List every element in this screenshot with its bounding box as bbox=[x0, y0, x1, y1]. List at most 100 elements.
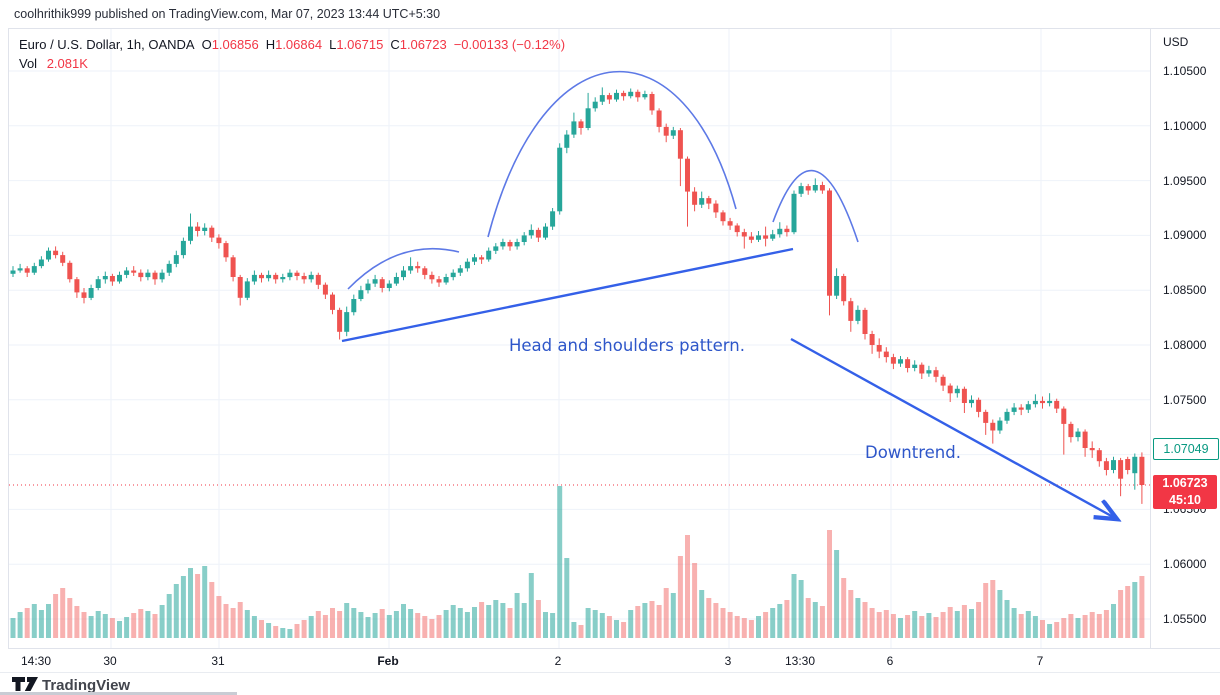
candle-body bbox=[408, 266, 414, 271]
candle-body bbox=[81, 292, 87, 298]
candle-body bbox=[784, 228, 790, 233]
candle-body bbox=[614, 92, 619, 100]
candle-body bbox=[1004, 411, 1010, 421]
volume-bar bbox=[763, 612, 769, 638]
volume-bar bbox=[1032, 616, 1038, 638]
candle-body bbox=[606, 95, 612, 100]
candle-body bbox=[46, 250, 51, 260]
candle-body bbox=[138, 272, 144, 278]
volume-bar bbox=[486, 605, 492, 638]
candle-body bbox=[621, 92, 627, 97]
candle-body bbox=[457, 268, 463, 273]
volume-bar bbox=[692, 563, 698, 638]
volume-bar bbox=[933, 617, 939, 638]
left-shoulder-arc[interactable] bbox=[347, 247, 460, 290]
candle-body bbox=[976, 399, 982, 412]
candle-body bbox=[145, 272, 151, 278]
volume-bar bbox=[727, 612, 733, 638]
candle-body bbox=[24, 268, 30, 273]
ohlc-value: 1.06856 bbox=[211, 37, 259, 52]
candle-body bbox=[131, 270, 137, 273]
head-arc[interactable] bbox=[487, 71, 737, 238]
candle-series bbox=[10, 87, 1145, 504]
neckline-trendline[interactable] bbox=[341, 247, 794, 343]
annotation-head-shoulders-text[interactable]: Head and shoulders pattern. bbox=[509, 336, 745, 355]
volume-bar bbox=[230, 608, 236, 638]
candle-body bbox=[152, 272, 158, 280]
volume-bar bbox=[883, 610, 889, 638]
time-tick-label: 14:30 bbox=[20, 654, 52, 668]
volume-bar bbox=[1004, 600, 1010, 638]
candle-body bbox=[202, 227, 208, 231]
candle-body bbox=[429, 274, 435, 280]
candle-body bbox=[173, 255, 179, 264]
volume-bar bbox=[17, 612, 23, 638]
candle-body bbox=[685, 158, 690, 192]
candle-body bbox=[379, 279, 385, 288]
volume-bar bbox=[649, 601, 655, 638]
candle-body bbox=[195, 226, 201, 231]
bar-countdown: 45:10 bbox=[1169, 492, 1201, 507]
attribution-text: coolhrithik999 published on TradingView.… bbox=[14, 7, 441, 21]
candle-body bbox=[223, 243, 229, 258]
right-shoulder-arc[interactable] bbox=[772, 169, 859, 243]
candle-body bbox=[1089, 448, 1095, 451]
volume-bar bbox=[280, 628, 286, 638]
volume-bar bbox=[819, 606, 825, 638]
candle-body bbox=[514, 242, 520, 247]
candle-body bbox=[386, 283, 392, 288]
candle-body bbox=[216, 237, 222, 244]
volume-bar bbox=[954, 611, 960, 638]
price-tick-label: 1.07500 bbox=[1163, 392, 1207, 407]
volume-bar bbox=[31, 604, 37, 638]
candle-body bbox=[919, 364, 925, 374]
candle-body bbox=[450, 272, 456, 278]
candle-body bbox=[798, 186, 804, 194]
volume-bar bbox=[720, 608, 726, 638]
price-axis[interactable]: USD 1.10500 1.10000 1.09500 1.09000 1.08500 1… bbox=[1150, 28, 1220, 649]
candle-body bbox=[1096, 450, 1102, 462]
candle-body bbox=[102, 276, 108, 280]
annotation-downtrend-text[interactable]: Downtrend. bbox=[865, 443, 961, 462]
candle-body bbox=[1025, 404, 1031, 410]
candle-body bbox=[166, 263, 172, 273]
candle-body bbox=[940, 376, 946, 386]
chart-pane[interactable]: Euro / U.S. Dollar, 1h, OANDA O1.06856 H1.… bbox=[8, 28, 1151, 649]
downtrend-arrow[interactable] bbox=[790, 337, 1115, 518]
candle-body bbox=[656, 110, 662, 127]
candle-body bbox=[954, 388, 960, 394]
drawing-annotations[interactable] bbox=[341, 71, 1115, 518]
volume-bar bbox=[408, 609, 414, 638]
footer-brand-text[interactable]: TradingView bbox=[42, 677, 131, 694]
time-axis[interactable]: 14:30 30 31 Feb 2 3 13:30 6 7 bbox=[8, 648, 1220, 673]
volume-bar bbox=[550, 613, 556, 638]
candle-body bbox=[109, 276, 115, 282]
volume-bar bbox=[1061, 618, 1067, 638]
volume-bar bbox=[585, 608, 591, 638]
price-tick-label: 1.06000 bbox=[1163, 557, 1207, 572]
counter-price-badge: 1.07049 bbox=[1153, 438, 1219, 461]
candle-body bbox=[585, 108, 591, 128]
volume-bar bbox=[436, 615, 442, 638]
candle-body bbox=[259, 274, 264, 279]
candle-body bbox=[1040, 400, 1045, 404]
candle-body bbox=[770, 234, 776, 239]
candlestick-chart[interactable] bbox=[9, 29, 1151, 649]
candle-body bbox=[535, 229, 541, 238]
tradingview-logo-icon[interactable] bbox=[12, 677, 40, 692]
volume-bar bbox=[535, 600, 541, 638]
volume-bar bbox=[514, 593, 520, 638]
candle-body bbox=[1061, 408, 1067, 424]
candle-body bbox=[486, 250, 492, 260]
volume-bar bbox=[379, 609, 385, 638]
candle-body bbox=[628, 91, 634, 97]
volume-bar bbox=[791, 574, 797, 638]
ohlc-key: C bbox=[390, 37, 400, 52]
candle-body bbox=[699, 198, 705, 205]
candle-body bbox=[1054, 400, 1060, 409]
legend: Euro / U.S. Dollar, 1h, OANDA O1.06856 H1.… bbox=[19, 35, 565, 73]
candle-body bbox=[415, 266, 421, 269]
volume-bar bbox=[53, 594, 59, 638]
candle-body bbox=[869, 334, 875, 345]
candle-body bbox=[117, 274, 122, 282]
